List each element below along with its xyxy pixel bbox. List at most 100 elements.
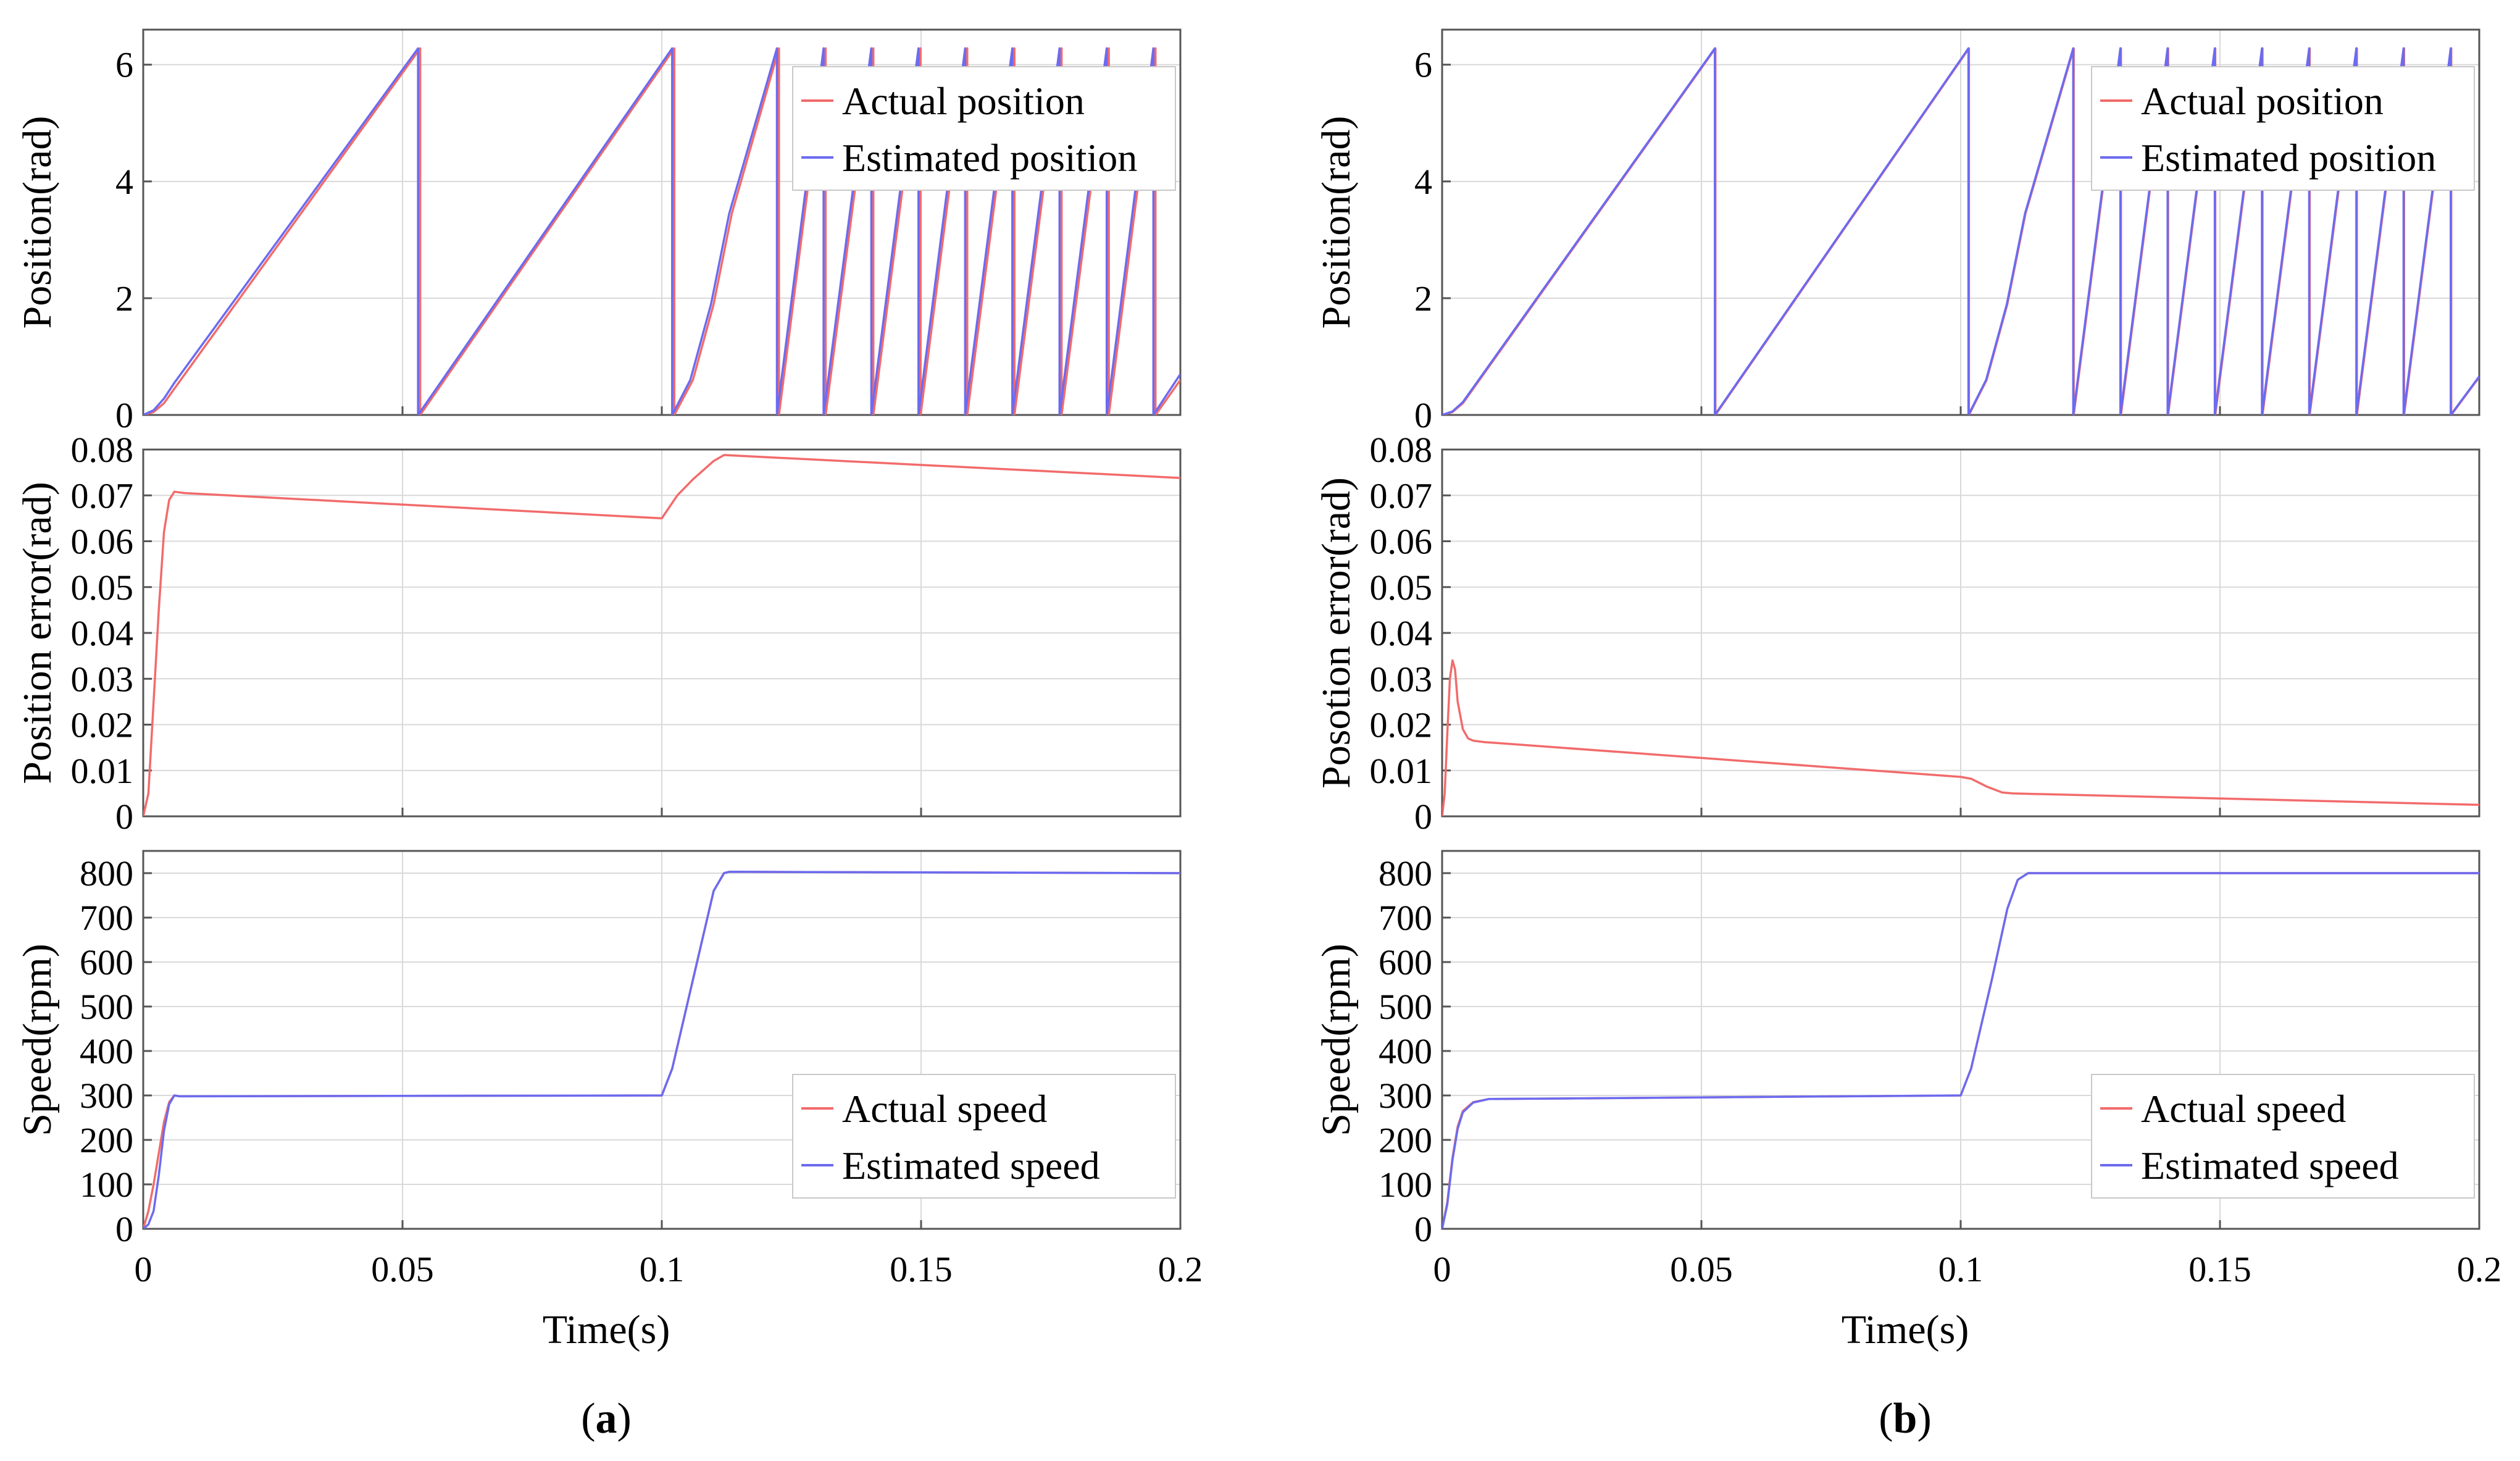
y-axis-label: Speed(rpm) bbox=[1314, 944, 1359, 1136]
y-tick-label: 700 bbox=[1379, 898, 1432, 938]
series-group bbox=[143, 47, 1180, 415]
y-tick-label: 4 bbox=[115, 162, 133, 202]
y-tick-label: 500 bbox=[1379, 987, 1432, 1027]
legend-label: Actual speed bbox=[842, 1087, 1047, 1131]
y-tick-label: 0 bbox=[1414, 797, 1432, 837]
y-tick-label: 200 bbox=[1379, 1120, 1432, 1160]
legend: Actual speed Estimated speed bbox=[2091, 1074, 2475, 1199]
y-tick-label: 400 bbox=[1379, 1031, 1432, 1071]
y-tick-label: 0.01 bbox=[1370, 751, 1433, 791]
y-tick-label: 0.03 bbox=[71, 659, 134, 699]
series-group bbox=[143, 871, 1180, 1229]
series-line-actual-position bbox=[143, 47, 1180, 415]
legend-box bbox=[2091, 1074, 2475, 1199]
y-tick-label: 0 bbox=[115, 1209, 133, 1249]
panels: 0 2 4 6 Position(rad) Actual position Estimate… bbox=[15, 28, 2502, 1442]
y-tick-label: 0.05 bbox=[1370, 567, 1433, 608]
y-tick-label: 0.07 bbox=[1370, 475, 1433, 516]
y-tick-label: 200 bbox=[80, 1120, 133, 1160]
y-tick-label: 0.02 bbox=[1370, 705, 1433, 745]
subplot-b-1: 0 2 4 6 Position(rad) Actual position Estimate… bbox=[1314, 28, 2480, 435]
y-tick-label: 0.01 bbox=[71, 751, 134, 791]
y-tick-label: 100 bbox=[80, 1165, 133, 1205]
legend-label: Estimated speed bbox=[2141, 1144, 2399, 1187]
x-tick-label: 0.15 bbox=[2188, 1249, 2251, 1289]
y-tick-label: 6 bbox=[115, 45, 133, 85]
subplot-b-2: 0 0.01 0.02 0.03 0.04 0.05 0.06 0.07 0.08 Posotio… bbox=[1314, 430, 2480, 837]
series-group bbox=[143, 454, 1180, 816]
y-tick-label: 2 bbox=[115, 278, 133, 319]
y-tick-label: 0 bbox=[1414, 1209, 1432, 1249]
legend-label: Estimated speed bbox=[842, 1144, 1100, 1187]
series-line-estimated-speed bbox=[1442, 872, 2479, 1229]
y-tick-label: 0.04 bbox=[1370, 613, 1433, 653]
y-tick-label: 0.08 bbox=[71, 430, 134, 470]
legend: Actual speed Estimated speed bbox=[792, 1074, 1176, 1199]
x-tick-label: 0.2 bbox=[2457, 1249, 2502, 1289]
panel-caption-close: ) bbox=[1917, 1395, 1931, 1442]
x-axis-label: Time(s) bbox=[1842, 1307, 1969, 1352]
panel-b: 0 2 4 6 Position(rad) Actual position Estimate… bbox=[1314, 28, 2502, 1442]
y-tick-label: 0.06 bbox=[71, 522, 134, 562]
y-tick-label: 2 bbox=[1414, 278, 1432, 319]
legend-box bbox=[792, 66, 1176, 191]
series-group bbox=[1442, 47, 2479, 415]
y-tick-label: 0.07 bbox=[71, 475, 134, 516]
legend-label: Estimated position bbox=[842, 136, 1137, 180]
legend-box bbox=[2091, 66, 2475, 191]
legend-label: Actual speed bbox=[2141, 1087, 2346, 1131]
panel-caption-letter: a bbox=[596, 1395, 617, 1442]
x-tick-label: 0.1 bbox=[640, 1249, 685, 1289]
x-tick-label: 0.2 bbox=[1158, 1249, 1203, 1289]
panel-caption-open: ( bbox=[1879, 1395, 1893, 1442]
y-tick-label: 800 bbox=[80, 853, 133, 894]
y-tick-label: 500 bbox=[80, 987, 133, 1027]
legend: Actual position Estimated position bbox=[792, 66, 1176, 191]
y-axis-label: Position error(rad) bbox=[15, 482, 60, 784]
subplot-a-1: 0 2 4 6 Position(rad) Actual position Estimate… bbox=[15, 28, 1182, 435]
y-tick-label: 0.05 bbox=[71, 567, 134, 608]
y-axis-label: Position(rad) bbox=[15, 116, 60, 329]
x-axis-label: Time(s) bbox=[543, 1307, 670, 1352]
x-tick-label: 0.05 bbox=[371, 1249, 434, 1289]
y-tick-label: 400 bbox=[80, 1031, 133, 1071]
panel-caption-open: ( bbox=[581, 1395, 595, 1442]
y-tick-label: 0 bbox=[1414, 395, 1432, 435]
y-tick-label: 0.08 bbox=[1370, 430, 1433, 470]
x-tick-label: 0.1 bbox=[1938, 1249, 1984, 1289]
legend-label: Estimated position bbox=[2141, 136, 2436, 180]
legend-label: Actual position bbox=[2141, 79, 2384, 123]
series-line-position-error bbox=[143, 454, 1180, 816]
panel-caption-letter: b bbox=[1893, 1395, 1917, 1442]
series-line-estimated-speed bbox=[143, 871, 1180, 1229]
y-tick-label: 800 bbox=[1379, 853, 1432, 894]
y-tick-label: 0 bbox=[115, 395, 133, 435]
panel-caption: (b) bbox=[1879, 1395, 1932, 1442]
y-tick-label: 600 bbox=[1379, 942, 1432, 982]
legend-label: Actual position bbox=[842, 79, 1085, 123]
series-line-estimated-position bbox=[143, 47, 1180, 415]
y-tick-label: 600 bbox=[80, 942, 133, 982]
y-tick-label: 0.03 bbox=[1370, 659, 1433, 699]
panel-a: 0 2 4 6 Position(rad) Actual position Estimate… bbox=[15, 28, 1203, 1442]
y-tick-label: 300 bbox=[80, 1076, 133, 1116]
legend-box bbox=[792, 1074, 1176, 1199]
y-tick-label: 4 bbox=[1414, 162, 1432, 202]
y-tick-label: 6 bbox=[1414, 45, 1432, 85]
y-axis-label: Position(rad) bbox=[1314, 116, 1359, 329]
legend: Actual position Estimated position bbox=[2091, 66, 2475, 191]
series-group bbox=[1442, 872, 2479, 1229]
y-tick-label: 0 bbox=[115, 797, 133, 837]
y-axis-label: Speed(rpm) bbox=[15, 944, 60, 1136]
panel-caption: (a) bbox=[581, 1395, 632, 1442]
y-tick-label: 700 bbox=[80, 898, 133, 938]
y-tick-label: 100 bbox=[1379, 1165, 1432, 1205]
series-line-position-error bbox=[1442, 659, 2479, 816]
panel-caption-close: ) bbox=[617, 1395, 632, 1442]
y-tick-label: 0.06 bbox=[1370, 522, 1433, 562]
y-axis-label: Posotion error(rad) bbox=[1314, 477, 1359, 789]
series-line-estimated-position bbox=[1442, 47, 2479, 415]
